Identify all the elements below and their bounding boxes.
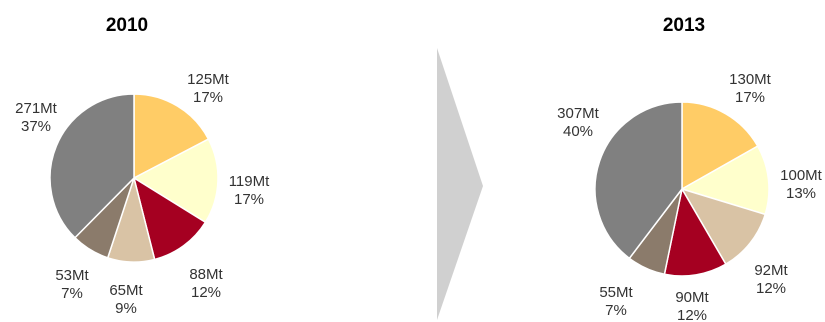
chart-title-2010: 2010 [106, 15, 148, 36]
slice-value-label-2013-0: 130Mt [729, 71, 772, 88]
pie-2013: 130Mt17%100Mt13%92Mt12%90Mt12%55Mt7%307M… [557, 71, 823, 322]
slice-percent-label-2013-5: 40% [563, 123, 593, 140]
slice-percent-label-2013-4: 7% [605, 302, 627, 319]
pie-slice-2010-2 [132, 176, 207, 261]
pie-2010: 125Mt17%119Mt17%88Mt12%65Mt9%53Mt7%271Mt… [15, 71, 270, 317]
slice-percent-label-2010-0: 17% [193, 89, 223, 106]
slice-value-label-2010-4: 53Mt [55, 267, 89, 284]
pie-slice-2010-0 [133, 93, 210, 180]
slice-value-label-2010-5: 271Mt [15, 100, 58, 117]
slice-percent-label-2010-5: 37% [21, 118, 51, 135]
slice-value-label-2010-2: 88Mt [189, 266, 223, 283]
pie-slice-2013-2 [680, 187, 767, 266]
slice-value-label-2013-3: 90Mt [675, 289, 709, 306]
transition-arrow-icon [437, 48, 483, 320]
slice-percent-label-2013-2: 12% [756, 280, 786, 297]
slice-value-label-2010-0: 125Mt [187, 71, 230, 88]
slice-value-label-2010-1: 119Mt [229, 173, 270, 190]
slice-value-label-2013-5: 307Mt [557, 105, 600, 122]
chart-title-2013: 2013 [663, 15, 705, 36]
slice-value-label-2013-1: 100Mt [780, 167, 823, 184]
slice-percent-label-2013-3: 12% [677, 307, 707, 322]
slice-percent-label-2010-2: 12% [191, 284, 221, 301]
slice-percent-label-2010-1: 17% [234, 191, 264, 208]
slice-percent-label-2010-4: 7% [61, 285, 83, 302]
slice-percent-label-2013-0: 17% [735, 89, 765, 106]
pie-slice-2013-0 [681, 101, 759, 191]
slice-value-label-2013-4: 55Mt [599, 284, 633, 301]
slice-percent-label-2013-1: 13% [786, 185, 816, 202]
slice-value-label-2010-3: 65Mt [109, 282, 143, 299]
pie-slice-2013-3 [663, 186, 727, 277]
pie-slice-2013-5 [594, 101, 683, 260]
slice-value-label-2013-2: 92Mt [754, 262, 788, 279]
pie-slice-2010-5 [49, 93, 135, 239]
pie-slice-2010-1 [132, 138, 219, 224]
pie-slice-2013-1 [680, 145, 770, 216]
slice-percent-label-2010-3: 9% [115, 300, 137, 317]
